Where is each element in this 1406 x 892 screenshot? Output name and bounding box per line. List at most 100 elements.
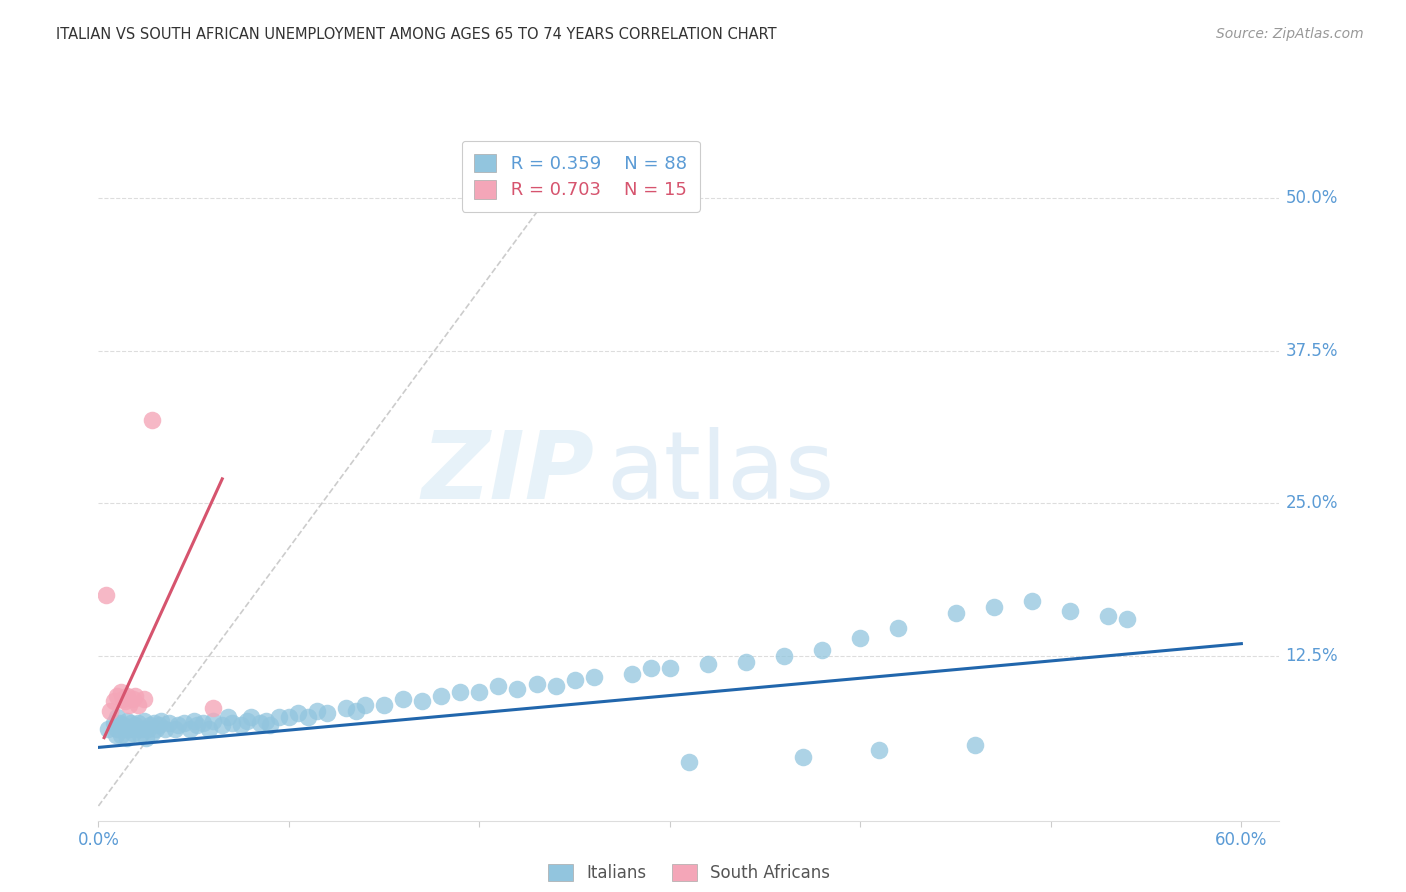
Point [107, 710, 129, 724]
Point [104, 728, 127, 742]
Point [277, 710, 299, 724]
Point [354, 698, 377, 712]
Point [135, 731, 157, 745]
Point [103, 716, 125, 731]
Point [868, 743, 890, 757]
Point [129, 728, 152, 742]
Text: atlas: atlas [606, 426, 835, 519]
Point [217, 710, 239, 724]
Point [221, 716, 243, 731]
Point [124, 689, 146, 703]
Point [887, 621, 910, 635]
Point [640, 661, 662, 675]
Point [179, 722, 201, 736]
Point [127, 698, 149, 712]
Point [153, 722, 176, 736]
Point [849, 631, 872, 645]
Point [297, 710, 319, 724]
Point [121, 691, 143, 706]
Point [582, 670, 605, 684]
Point [167, 718, 190, 732]
Point [193, 716, 215, 731]
Point [488, 679, 510, 693]
Point [430, 689, 453, 703]
Point [125, 722, 148, 736]
Point [141, 725, 163, 739]
Point [963, 738, 986, 752]
Point [115, 731, 138, 745]
Point [620, 667, 643, 681]
Point [120, 716, 142, 731]
Point [110, 728, 132, 742]
Point [506, 681, 529, 696]
Point [983, 600, 1005, 615]
Text: 37.5%: 37.5% [1285, 342, 1339, 359]
Point [269, 710, 291, 724]
Text: 12.5%: 12.5% [1285, 647, 1339, 665]
Text: ITALIAN VS SOUTH AFRICAN UNEMPLOYMENT AMONG AGES 65 TO 74 YEARS CORRELATION CHAR: ITALIAN VS SOUTH AFRICAN UNEMPLOYMENT AM… [56, 27, 778, 42]
Point [118, 722, 141, 736]
Point [114, 722, 136, 736]
Point [811, 642, 834, 657]
Point [678, 755, 700, 769]
Point [236, 714, 259, 728]
Point [157, 716, 180, 731]
Point [186, 718, 208, 732]
Point [201, 714, 224, 728]
Point [773, 648, 796, 663]
Text: Source: ZipAtlas.com: Source: ZipAtlas.com [1216, 27, 1364, 41]
Text: 25.0%: 25.0% [1285, 494, 1339, 512]
Point [373, 698, 395, 712]
Point [307, 704, 329, 718]
Point [1021, 594, 1043, 608]
Point [239, 710, 262, 724]
Point [163, 722, 186, 736]
Point [94, 588, 117, 602]
Point [792, 750, 814, 764]
Point [112, 691, 135, 706]
Point [150, 714, 173, 728]
Point [411, 694, 433, 708]
Point [110, 685, 132, 699]
Point [183, 714, 205, 728]
Point [134, 714, 156, 728]
Point [124, 718, 146, 732]
Point [108, 716, 131, 731]
Point [468, 685, 491, 699]
Point [131, 722, 153, 736]
Point [173, 716, 195, 731]
Point [316, 706, 339, 721]
Point [115, 714, 138, 728]
Point [344, 704, 367, 718]
Point [697, 657, 720, 672]
Point [211, 718, 233, 732]
Point [335, 701, 357, 715]
Point [449, 685, 471, 699]
Point [145, 722, 167, 736]
Point [201, 701, 224, 715]
Point [1116, 612, 1139, 626]
Point [544, 679, 567, 693]
Point [127, 716, 149, 731]
Point [249, 716, 271, 731]
Point [287, 706, 309, 721]
Text: 50.0%: 50.0% [1285, 189, 1337, 207]
Point [115, 689, 138, 703]
Point [98, 704, 121, 718]
Point [121, 725, 143, 739]
Point [112, 718, 135, 732]
Point [254, 714, 277, 728]
Point [658, 661, 681, 675]
Point [139, 718, 162, 732]
Point [107, 722, 129, 736]
Point [564, 673, 586, 688]
Point [198, 722, 221, 736]
Point [735, 655, 758, 669]
Point [148, 718, 170, 732]
Text: ZIP: ZIP [422, 426, 595, 519]
Point [1097, 608, 1119, 623]
Legend: Italians, South Africans: Italians, South Africans [541, 857, 837, 888]
Point [103, 694, 125, 708]
Point [114, 694, 136, 708]
Point [107, 689, 129, 703]
